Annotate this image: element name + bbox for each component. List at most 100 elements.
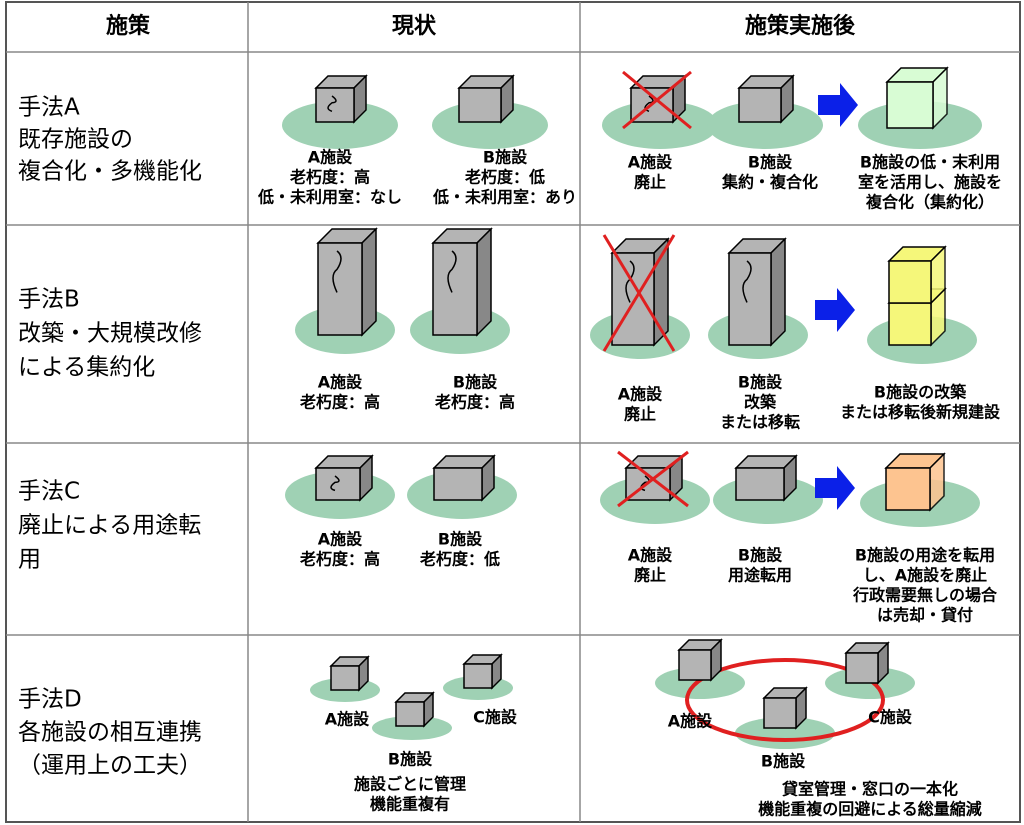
header-cell: 施策実施後: [745, 13, 856, 39]
label: B施設の低・末利用: [860, 153, 1000, 172]
label: B施設: [748, 153, 793, 172]
crack: [447, 250, 457, 293]
method-text: 廃止による用途転: [18, 513, 201, 539]
label: A施設: [325, 710, 370, 729]
crack: [327, 95, 337, 113]
label: 老朽度：低: [419, 550, 500, 569]
label: A施設: [618, 385, 663, 404]
label: 老朽度：高: [299, 393, 380, 412]
label: B施設: [738, 546, 783, 565]
ground: [655, 667, 745, 699]
label: C施設: [473, 708, 518, 727]
cube-front: [763, 697, 797, 729]
cube-front: [315, 87, 355, 123]
cube-side: [770, 237, 786, 347]
table-border: [5, 1, 1021, 823]
label: 機能重複有: [370, 795, 450, 814]
label: または移転後新規建設: [840, 403, 1001, 422]
cube-front: [317, 242, 363, 336]
cube-front: [888, 302, 932, 346]
label: B施設: [388, 750, 433, 769]
label: 室を活用し、施設を: [858, 173, 1002, 192]
label: A施設: [628, 546, 673, 565]
label: 用途転用: [728, 566, 792, 585]
label: A施設: [668, 712, 713, 731]
arrow: [818, 83, 858, 127]
label: し、A施設を廃止: [863, 566, 987, 585]
label: 低・未利用室：なし: [257, 188, 402, 207]
method-text: 手法D: [18, 687, 82, 713]
link-ring: [685, 658, 885, 742]
label: 低・未利用室：あり: [432, 188, 577, 207]
label: 廃止: [634, 173, 666, 192]
label: 機能重複の回避による総量縮減: [758, 800, 982, 819]
cube-front: [330, 665, 360, 691]
header-cell: 現状: [392, 14, 437, 39]
label: B施設: [761, 752, 806, 771]
method-text: 複合化・多機能化: [18, 159, 202, 185]
label: は売却・貸付: [877, 606, 973, 625]
cross: [602, 234, 676, 352]
method-text: 手法C: [18, 479, 80, 505]
cube-front: [432, 242, 478, 336]
method-text: による集約化: [18, 355, 155, 381]
ground: [735, 717, 835, 749]
label: 改築: [744, 393, 777, 412]
cube-front: [886, 81, 934, 129]
label: B施設: [438, 530, 483, 549]
cube-front: [395, 701, 425, 727]
label: 廃止: [634, 566, 666, 585]
cube-front: [433, 467, 483, 501]
label: A施設: [318, 373, 363, 392]
label: C施設: [868, 708, 913, 727]
cube-front: [845, 652, 879, 684]
cross: [622, 70, 692, 130]
label: 老朽度：高: [289, 168, 370, 187]
label: 集約・複合化: [721, 173, 818, 192]
cube-front: [458, 87, 502, 123]
cube-front: [463, 663, 493, 689]
header-cell: 施策: [106, 13, 151, 39]
label: B施設の用途を転用: [855, 546, 995, 565]
label: 複合化（集約化）: [865, 193, 994, 212]
ground: [372, 716, 452, 740]
cube-front: [738, 87, 782, 123]
method-text: （運用上の工夫）: [18, 753, 202, 779]
label: 老朽度：高: [299, 550, 380, 569]
method-text: 手法A: [18, 95, 80, 121]
method-text: 既存施設の: [18, 127, 133, 153]
ground: [707, 101, 823, 149]
label: A施設: [628, 153, 673, 172]
cube-front: [888, 260, 932, 304]
cube-front: [315, 467, 361, 501]
cross: [617, 450, 689, 508]
ground: [282, 101, 398, 149]
cube-front: [678, 649, 712, 681]
method-text: 改築・大規模改修: [18, 321, 202, 347]
crack: [330, 475, 340, 492]
arrow: [815, 288, 855, 332]
cube-side: [476, 227, 492, 337]
cube-front: [885, 467, 931, 511]
method-text: 各施設の相互連携: [18, 720, 202, 746]
label: 行政需要無しの場合: [852, 586, 998, 605]
label: B施設の改築: [874, 383, 967, 402]
label: B施設: [453, 373, 498, 392]
label: 廃止: [624, 405, 656, 424]
cube-side: [361, 227, 377, 337]
cube-front: [611, 252, 655, 346]
label: A施設: [308, 148, 353, 167]
crack: [332, 250, 342, 293]
cube-front: [735, 467, 785, 501]
crack: [742, 260, 752, 303]
arrow: [815, 466, 855, 510]
method-text: 用: [18, 547, 41, 573]
label: 貸室管理・窓口の一本化: [781, 780, 958, 799]
label: 老朽度：高: [434, 393, 515, 412]
label: 施設ごとに管理: [354, 775, 466, 794]
label: B施設: [738, 373, 783, 392]
label: または移転: [720, 413, 800, 432]
label: A施設: [318, 530, 363, 549]
label: 老朽度：低: [464, 168, 545, 187]
